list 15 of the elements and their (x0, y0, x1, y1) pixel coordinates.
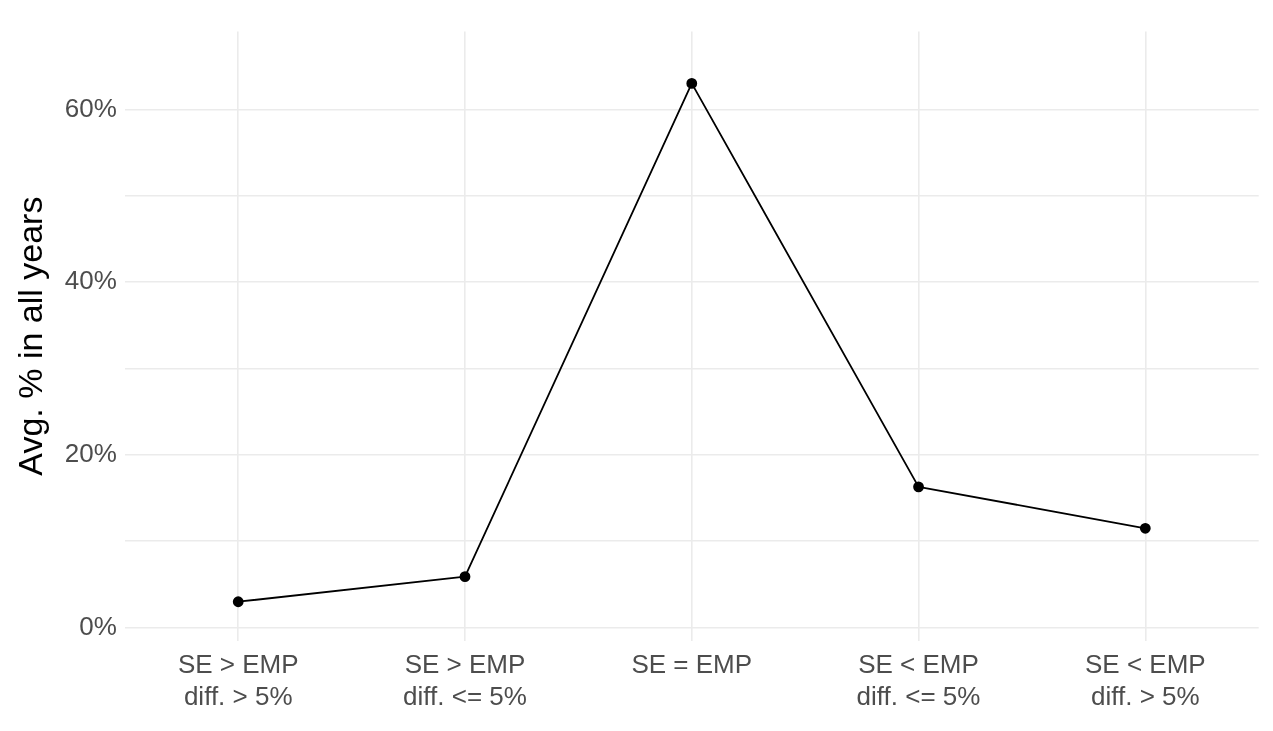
point (686, 78, 698, 89)
x-tick-label: SE > EMP diff. <= 5% (403, 649, 527, 711)
x-tick-label: SE > EMP diff. > 5% (177, 649, 299, 711)
y-axis-title: Avg. % in all years (10, 196, 49, 476)
point (232, 596, 244, 608)
point (1139, 522, 1151, 534)
point (913, 481, 924, 493)
x-tick-label: SE = EMP (631, 649, 753, 680)
point (459, 571, 471, 583)
y-tick-label: 0% (79, 610, 117, 641)
y-tick-label: 40% (64, 265, 117, 296)
x-tick-label: SE < EMP diff. > 5% (1084, 649, 1206, 711)
x-tick-label: SE < EMP diff. <= 5% (856, 649, 981, 711)
y-tick-label: 60% (64, 92, 117, 123)
y-tick-label: 20% (64, 438, 117, 469)
